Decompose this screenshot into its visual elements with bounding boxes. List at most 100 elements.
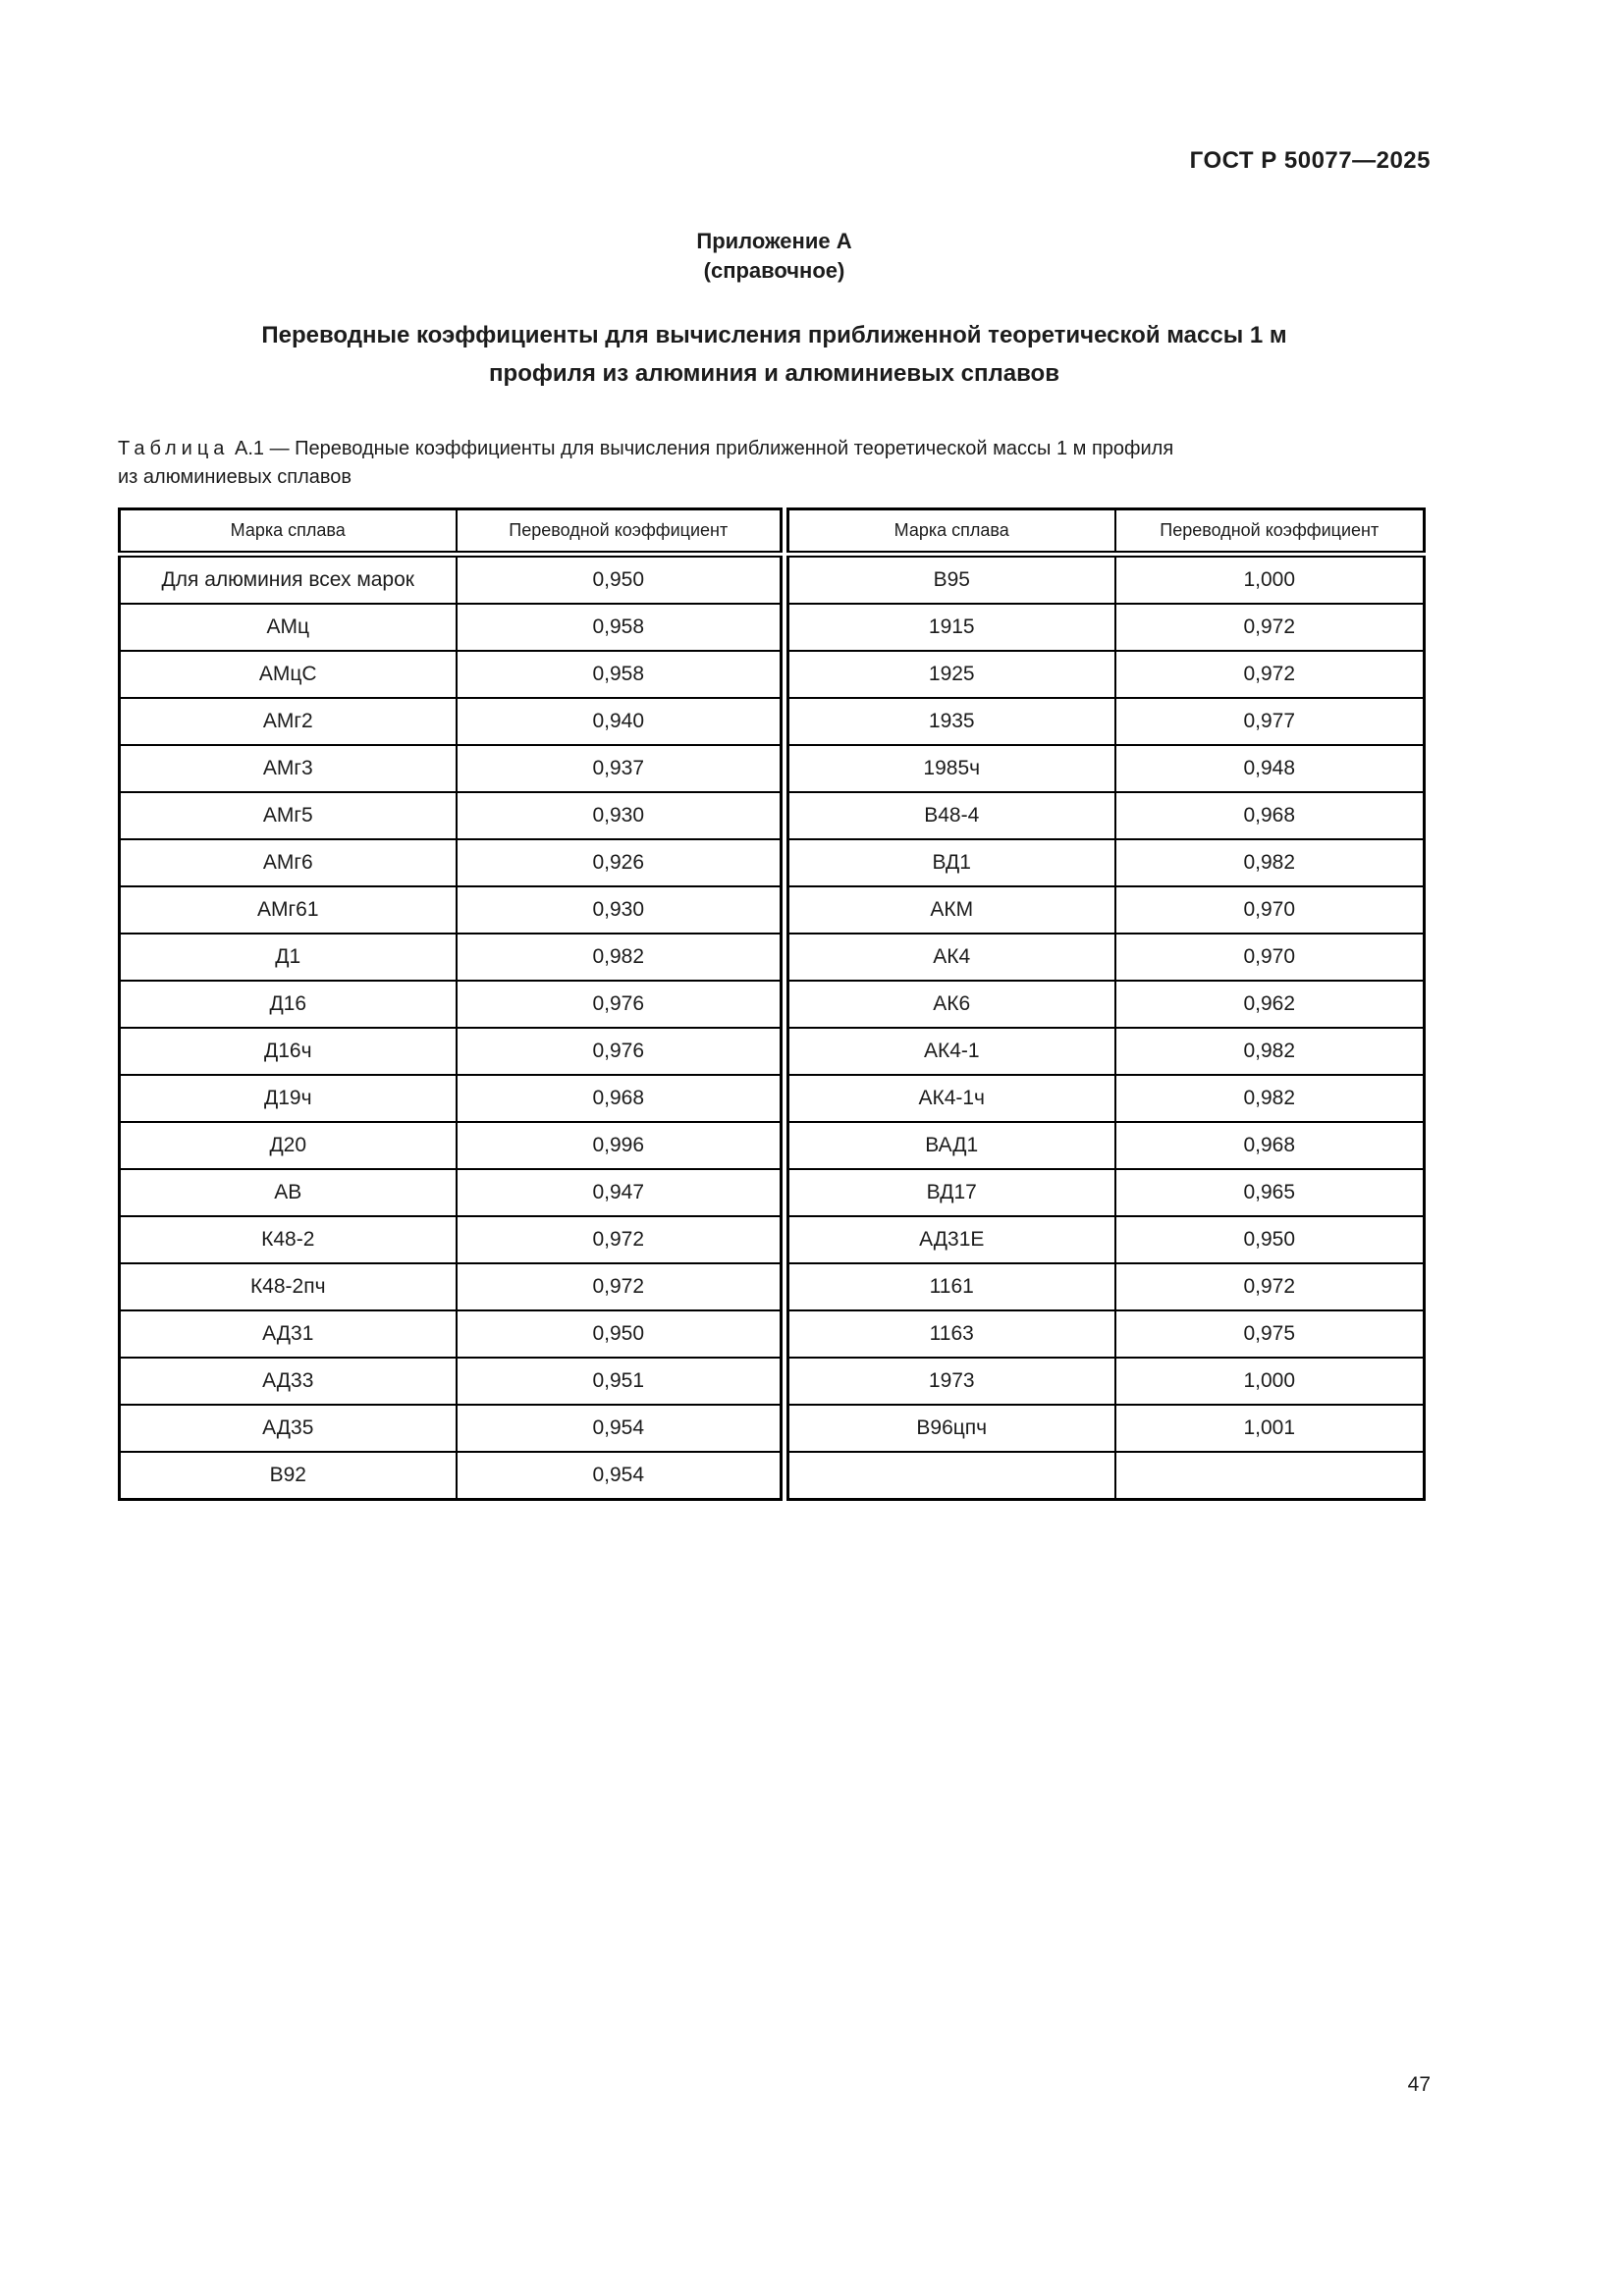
table-cell: 0,976	[455, 1027, 783, 1076]
table-cell: В92	[118, 1451, 458, 1501]
table-row: АД31Е 0,950	[786, 1215, 1426, 1264]
table-cell: 0,976	[455, 980, 783, 1029]
table-cell: 0,975	[1113, 1309, 1426, 1359]
table-row: АД35 0,954	[118, 1404, 783, 1453]
table-row: АК4-1ч 0,982	[786, 1074, 1426, 1123]
table-cell: 0,982	[1113, 838, 1426, 887]
table-cell: 0,954	[455, 1451, 783, 1501]
table-cell: Д16	[118, 980, 458, 1029]
table-cell: 0,950	[455, 553, 783, 605]
table-cell: 1973	[786, 1357, 1116, 1406]
annex-heading: Приложение А (справочное)	[118, 227, 1431, 286]
table-cell: 0,937	[455, 744, 783, 793]
table-row: АВ 0,947	[118, 1168, 783, 1217]
table-cell: АМг5	[118, 791, 458, 840]
table-cell: 0,996	[455, 1121, 783, 1170]
table-row: 1161 0,972	[786, 1262, 1426, 1311]
table-right-half: Марка сплава Переводной коэффициент В95 1…	[786, 507, 1426, 1501]
page-number: 47	[1407, 2073, 1431, 2096]
table-cell: 0,972	[455, 1262, 783, 1311]
table-cell: 1985ч	[786, 744, 1116, 793]
table-cell: АД31	[118, 1309, 458, 1359]
table-row: АМг3 0,937	[118, 744, 783, 793]
table-row: К48-2 0,972	[118, 1215, 783, 1264]
table-cell: 0,926	[455, 838, 783, 887]
table-row: ВД17 0,965	[786, 1168, 1426, 1217]
table-cell: 0,972	[455, 1215, 783, 1264]
table-cell: 0,947	[455, 1168, 783, 1217]
table-cell: 0,982	[455, 933, 783, 982]
table-caption-label: Таблица	[118, 438, 230, 459]
table-cell: 0,965	[1113, 1168, 1426, 1217]
table-cell: 0,968	[1113, 1121, 1426, 1170]
table-caption: Таблица А.1 — Переводные коэффициенты дл…	[118, 435, 1431, 492]
table-cell: 1163	[786, 1309, 1116, 1359]
main-title-line1: Переводные коэффициенты для вычисления п…	[261, 322, 1287, 348]
table-cell: АД33	[118, 1357, 458, 1406]
table-row: АД33 0,951	[118, 1357, 783, 1406]
table-cell: АКМ	[786, 885, 1116, 934]
table-row: АК4-1 0,982	[786, 1027, 1426, 1076]
table-cell: АД35	[118, 1404, 458, 1453]
table-cell: 1161	[786, 1262, 1116, 1311]
table-cell: 0,972	[1113, 650, 1426, 699]
table-cell: ВД17	[786, 1168, 1116, 1217]
table-cell: 0,948	[1113, 744, 1426, 793]
table-cell: 0,968	[455, 1074, 783, 1123]
main-title: Переводные коэффициенты для вычисления п…	[118, 316, 1431, 393]
table-row: Д16ч 0,976	[118, 1027, 783, 1076]
table-cell: Д1	[118, 933, 458, 982]
table-cell: Д16ч	[118, 1027, 458, 1076]
table-cell: 1,001	[1113, 1404, 1426, 1453]
table-row: 1985ч 0,948	[786, 744, 1426, 793]
table-cell: АД31Е	[786, 1215, 1116, 1264]
table-cell: АК4	[786, 933, 1116, 982]
table-cell	[786, 1451, 1116, 1501]
table-cell	[1113, 1451, 1426, 1501]
table-cell: Д20	[118, 1121, 458, 1170]
column-header-alloy-left: Марка сплава	[118, 507, 458, 558]
main-title-line2: профиля из алюминия и алюминиевых сплаво…	[489, 360, 1059, 387]
doc-code: ГОСТ Р 50077—2025	[1189, 147, 1431, 174]
table-caption-line2: из алюминиевых сплавов	[118, 466, 352, 488]
table-cell: 0,954	[455, 1404, 783, 1453]
table-cell: 0,958	[455, 650, 783, 699]
table-row: АМг6 0,926	[118, 838, 783, 887]
table-cell: 0,970	[1113, 933, 1426, 982]
table-cell: К48-2	[118, 1215, 458, 1264]
table-cell: АМг3	[118, 744, 458, 793]
table-row: Д20 0,996	[118, 1121, 783, 1170]
table-cell: 0,951	[455, 1357, 783, 1406]
table-cell: 0,977	[1113, 697, 1426, 746]
table-cell: 1935	[786, 697, 1116, 746]
table-cell: 0,950	[455, 1309, 783, 1359]
table-cell: 0,970	[1113, 885, 1426, 934]
table-header-row: Марка сплава Переводной коэффициент	[786, 507, 1426, 558]
table-row: АК4 0,970	[786, 933, 1426, 982]
table-cell: Д19ч	[118, 1074, 458, 1123]
annex-title: Приложение А	[696, 229, 852, 253]
table-row: АКМ 0,970	[786, 885, 1426, 934]
column-header-coefficient-left: Переводной коэффициент	[455, 507, 783, 558]
table-cell: ВАД1	[786, 1121, 1116, 1170]
table-cell: 0,968	[1113, 791, 1426, 840]
table-row: Для алюминия всех марок 0,950	[118, 553, 783, 605]
table-cell: 0,982	[1113, 1027, 1426, 1076]
table-row: 1915 0,972	[786, 603, 1426, 652]
table-row: ВАД1 0,968	[786, 1121, 1426, 1170]
table-cell: 0,930	[455, 885, 783, 934]
table-cell: 0,950	[1113, 1215, 1426, 1264]
table-row: АМц 0,958	[118, 603, 783, 652]
table-cell: АК4-1	[786, 1027, 1116, 1076]
table-cell: 1925	[786, 650, 1116, 699]
table-cell: 0,982	[1113, 1074, 1426, 1123]
table-cell: АК6	[786, 980, 1116, 1029]
table-row: 1163 0,975	[786, 1309, 1426, 1359]
column-header-coefficient-right: Переводной коэффициент	[1113, 507, 1426, 558]
table-cell: Для алюминия всех марок	[118, 553, 458, 605]
table-row: 1925 0,972	[786, 650, 1426, 699]
conversion-table: Марка сплава Переводной коэффициент Для …	[118, 507, 1426, 1501]
table-cell: 1,000	[1113, 553, 1426, 605]
table-cell: В95	[786, 553, 1116, 605]
